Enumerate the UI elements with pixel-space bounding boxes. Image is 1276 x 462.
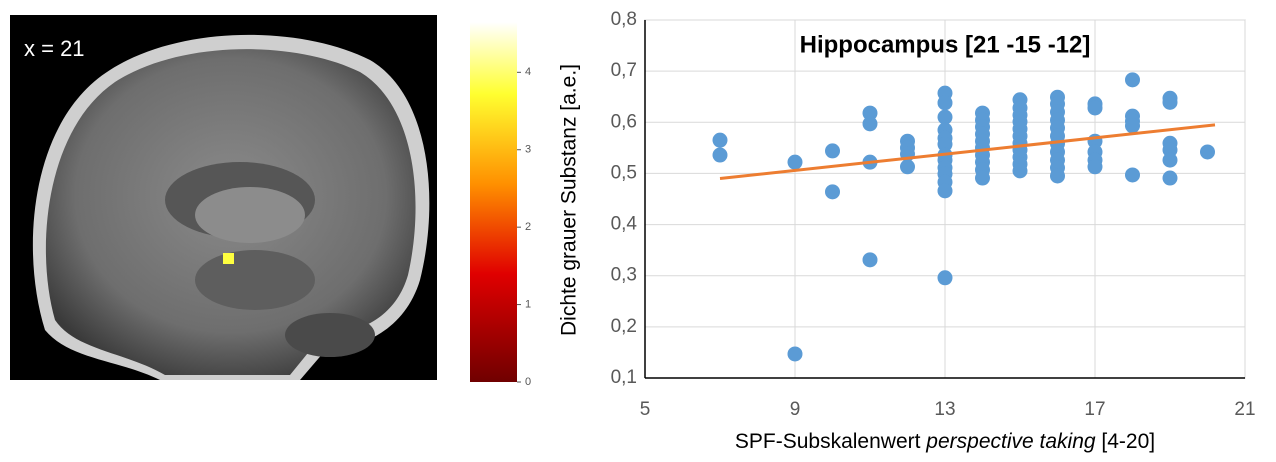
x-axis-label: SPF-Subskalenwert perspective taking [4-… bbox=[735, 430, 1155, 453]
colorbar-tick-label: 3 bbox=[525, 144, 531, 156]
data-point bbox=[937, 136, 953, 152]
y-tick-label: 0,2 bbox=[611, 316, 637, 337]
data-point bbox=[825, 143, 840, 159]
colorbar-tick-label: 4 bbox=[525, 66, 531, 78]
data-point bbox=[862, 252, 878, 268]
colorbar bbox=[470, 22, 517, 382]
x-label-part: SPF-Subskalenwert bbox=[735, 430, 921, 453]
y-tick-label: 0,5 bbox=[611, 162, 637, 183]
y-tick-label: 0,4 bbox=[611, 214, 638, 235]
data-point bbox=[937, 183, 953, 199]
data-point bbox=[1125, 167, 1140, 183]
data-point bbox=[787, 154, 803, 170]
data-point bbox=[862, 105, 878, 121]
x-tick-label: 13 bbox=[934, 399, 955, 420]
slice-label: x = 21 bbox=[24, 36, 85, 61]
data-point bbox=[1087, 159, 1103, 175]
x-label-part: perspective taking bbox=[925, 430, 1096, 453]
data-point bbox=[712, 147, 728, 163]
x-label-part: [4-20] bbox=[1101, 430, 1155, 453]
y-tick-label: 0,7 bbox=[611, 60, 637, 81]
y-tick-label: 0,3 bbox=[611, 265, 637, 286]
y-axis-label: Dichte grauer Substanz [a.e.] bbox=[558, 64, 581, 336]
x-tick-label: 5 bbox=[640, 399, 651, 420]
data-point bbox=[1125, 72, 1140, 88]
data-point bbox=[787, 346, 803, 362]
x-tick-label: 9 bbox=[790, 399, 801, 420]
colorbar-tick-label: 2 bbox=[525, 221, 531, 233]
brain-image bbox=[10, 15, 437, 380]
y-tick-label: 0,6 bbox=[611, 111, 637, 132]
data-point bbox=[712, 132, 728, 148]
data-point bbox=[1162, 170, 1178, 186]
y-tick-label: 0,1 bbox=[611, 367, 637, 388]
x-tick-label: 21 bbox=[1234, 399, 1255, 420]
data-point bbox=[1125, 118, 1140, 134]
data-point bbox=[1050, 168, 1065, 184]
data-point bbox=[1012, 163, 1028, 179]
data-point bbox=[937, 109, 953, 125]
colorbar-tick-label: 0 bbox=[525, 376, 531, 388]
chart-title: Hippocampus [21 -15 -12] bbox=[800, 31, 1091, 58]
data-point bbox=[1087, 100, 1103, 116]
x-tick-label: 17 bbox=[1084, 399, 1105, 420]
data-point bbox=[825, 184, 840, 200]
data-point bbox=[1200, 144, 1215, 160]
data-point bbox=[975, 170, 990, 186]
colorbar-tick-label: 1 bbox=[525, 298, 531, 310]
data-point bbox=[937, 270, 953, 286]
data-point bbox=[937, 95, 953, 111]
data-point bbox=[1162, 152, 1178, 168]
data-point bbox=[1162, 94, 1178, 110]
data-point bbox=[900, 159, 915, 175]
trend-line bbox=[719, 123, 1216, 181]
data-point bbox=[862, 116, 878, 132]
y-tick-label: 0,8 bbox=[611, 9, 637, 30]
